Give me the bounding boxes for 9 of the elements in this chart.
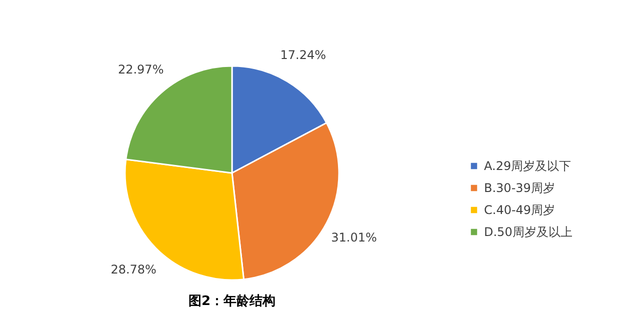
data-label: 17.24% bbox=[280, 48, 326, 62]
data-label: 31.01% bbox=[331, 230, 377, 245]
legend-label: D.50周岁及以上 bbox=[484, 225, 572, 239]
legend-label: B.30-39周岁 bbox=[484, 181, 555, 195]
data-label: 22.97% bbox=[118, 62, 164, 76]
legend-label: A.29周岁及以下 bbox=[484, 159, 572, 173]
text: 图2：年龄结构 bbox=[188, 294, 276, 309]
legend-label: C.40-49周岁 bbox=[484, 203, 556, 217]
data-label: 28.78% bbox=[110, 262, 156, 277]
